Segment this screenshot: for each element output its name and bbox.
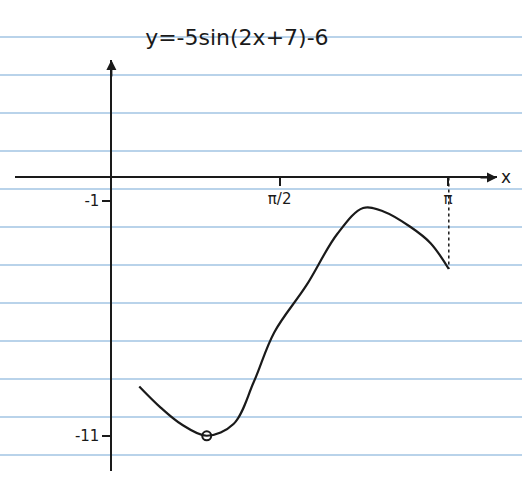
svg-text:y=-5sin(2x+7)-6: y=-5sin(2x+7)-6 <box>145 25 328 50</box>
svg-text:x: x <box>501 167 511 187</box>
svg-text:π/2: π/2 <box>268 190 292 208</box>
svg-text:π: π <box>443 190 452 208</box>
svg-text:-1: -1 <box>84 192 99 210</box>
svg-text:-11: -11 <box>75 427 100 445</box>
